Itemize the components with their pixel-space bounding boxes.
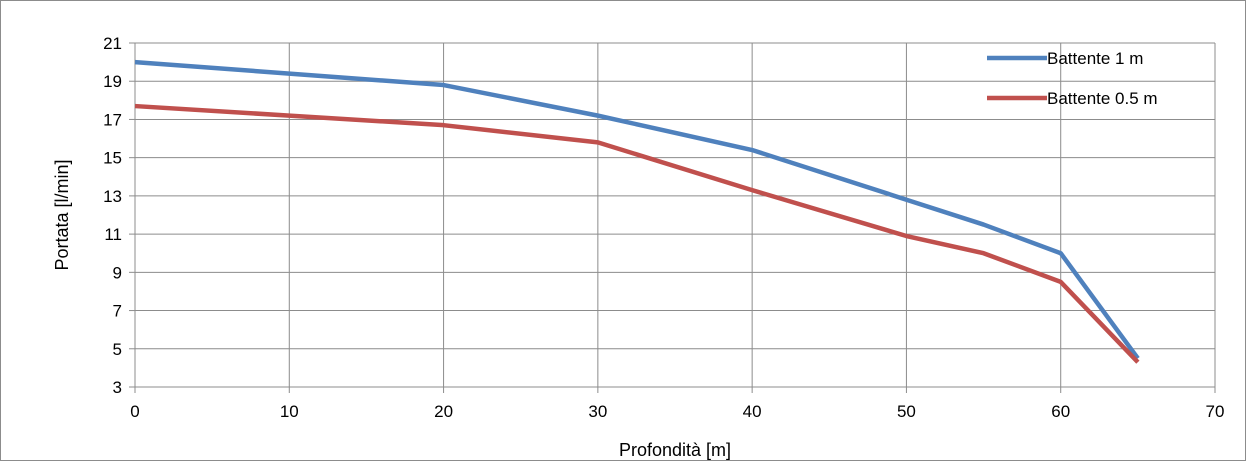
y-axis-label: Portata [l/min]: [52, 159, 72, 270]
x-tick-label: 0: [130, 402, 139, 421]
legend: Battente 1 m Battente 0.5 m: [987, 49, 1158, 108]
x-tick-label: 70: [1206, 402, 1225, 421]
x-tick-label: 20: [434, 402, 453, 421]
y-tick-label: 21: [103, 34, 122, 53]
gridlines: [134, 42, 1216, 388]
x-tick-label: 50: [897, 402, 916, 421]
y-tick-label: 5: [113, 340, 122, 359]
series-line-1: [134, 59, 1140, 360]
x-tick-label: 10: [280, 402, 299, 421]
x-tick-label: 60: [1051, 402, 1070, 421]
y-tick-label: 17: [103, 110, 122, 129]
legend-label-1: Battente 1 m: [1047, 49, 1143, 68]
x-tick-label: 30: [588, 402, 607, 421]
y-tick-label: 3: [113, 378, 122, 397]
x-tick-label: 40: [743, 402, 762, 421]
y-tick-label: 19: [103, 72, 122, 91]
y-tick-label: 15: [103, 149, 122, 168]
x-axis-label: Profondità [m]: [619, 440, 731, 460]
y-tick-label: 13: [103, 187, 122, 206]
legend-label-2: Battente 0.5 m: [1047, 89, 1158, 108]
y-tick-label: 7: [113, 302, 122, 321]
axes: [129, 42, 1216, 393]
series-lines: [134, 59, 1140, 364]
y-tick-label: 9: [113, 263, 122, 282]
series-line-2: [134, 103, 1140, 364]
y-tick-label: 11: [104, 225, 122, 244]
tick-labels: 0 10 20 30 40 50 60 70 3 5 7 9 11 13 15 17 19 21: [103, 34, 1224, 421]
